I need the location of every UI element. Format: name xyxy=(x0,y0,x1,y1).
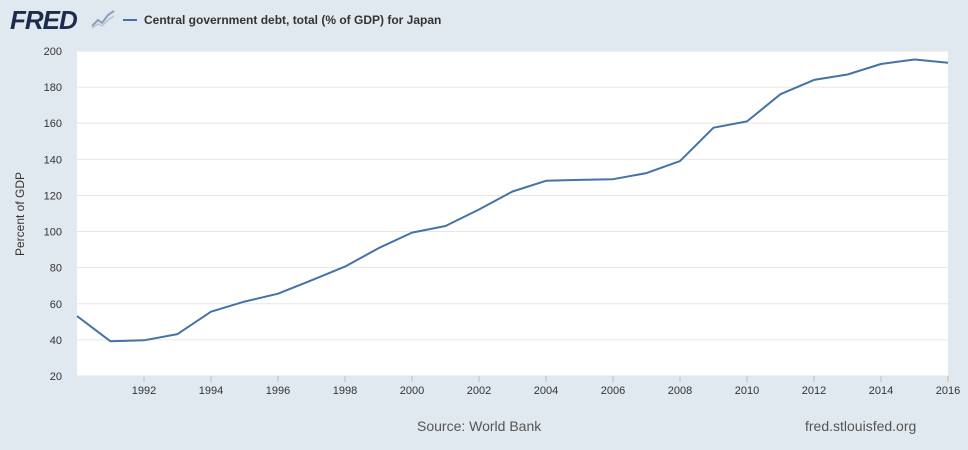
x-tick-label: 1996 xyxy=(266,385,290,397)
y-tick-label: 100 xyxy=(44,227,62,239)
chart-header: FRED Central government debt, total (% o… xyxy=(0,0,968,40)
chart-legend[interactable]: Central government debt, total (% of GDP… xyxy=(123,10,441,30)
x-tick-label: 2016 xyxy=(936,385,960,397)
y-tick-label: 200 xyxy=(44,46,62,58)
footer-source: Source: World Bank xyxy=(417,418,542,434)
x-tick-label: 2000 xyxy=(400,385,424,397)
y-axis-ticks: 20 40 60 80 100 120 140 160 180 200 xyxy=(44,46,62,383)
grid-lines xyxy=(77,50,948,377)
footer-url[interactable]: fred.stlouisfed.org xyxy=(805,418,917,434)
x-tick-label: 2014 xyxy=(869,385,893,397)
x-tick-label: 2006 xyxy=(601,385,625,397)
y-tick-label: 140 xyxy=(44,154,62,166)
x-tick-label: 2004 xyxy=(534,385,558,397)
y-tick-label: 180 xyxy=(44,82,62,94)
x-tick-label: 2012 xyxy=(802,385,826,397)
y-tick-label: 160 xyxy=(44,118,62,130)
plot-area xyxy=(77,51,948,376)
y-tick-label: 60 xyxy=(50,299,62,311)
legend-label: Central government debt, total (% of GDP… xyxy=(144,13,442,27)
y-tick-label: 120 xyxy=(44,190,62,202)
x-tick-label: 1998 xyxy=(333,385,357,397)
x-axis-ticks: 1992 1994 1996 1998 2000 2002 2004 2006 2008 2010… xyxy=(132,376,960,397)
series-line[interactable] xyxy=(76,58,949,343)
y-tick-label: 20 xyxy=(50,371,62,383)
y-tick-label: 40 xyxy=(50,335,62,347)
x-tick-label: 1994 xyxy=(199,385,223,397)
x-tick-label: 2002 xyxy=(467,385,491,397)
x-tick-label: 1992 xyxy=(132,385,156,397)
chart-trend-icon xyxy=(90,8,116,30)
fred-logo[interactable]: FRED xyxy=(10,5,78,35)
y-tick-label: 80 xyxy=(50,263,62,275)
x-tick-label: 2010 xyxy=(735,385,759,397)
legend-swatch xyxy=(123,19,137,21)
x-tick-label: 2008 xyxy=(668,385,692,397)
